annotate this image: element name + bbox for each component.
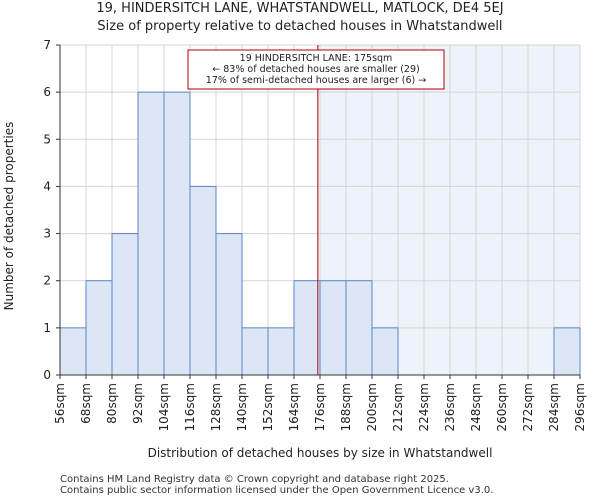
x-tick-label: 104sqm bbox=[157, 383, 171, 431]
y-tick-label: 4 bbox=[43, 179, 51, 193]
x-tick-label: 176sqm bbox=[313, 383, 327, 431]
histogram-bar bbox=[345, 280, 373, 376]
histogram-bar bbox=[85, 280, 113, 376]
histogram-bar bbox=[189, 185, 217, 376]
x-tick-label: 140sqm bbox=[235, 383, 249, 431]
histogram-bar bbox=[319, 280, 347, 376]
chart-subtitle: Size of property relative to detached ho… bbox=[97, 19, 503, 34]
y-tick-label: 7 bbox=[43, 38, 51, 52]
annotation-line: 19 HINDERSITCH LANE: 175sqm bbox=[240, 53, 393, 64]
x-tick-label: 248sqm bbox=[469, 383, 483, 431]
y-axis-label: Number of detached properties bbox=[2, 122, 16, 311]
histogram-bar bbox=[59, 327, 87, 376]
histogram-bar bbox=[553, 327, 581, 376]
annotation-line: 17% of semi-detached houses are larger (… bbox=[206, 75, 426, 86]
x-tick-label: 128sqm bbox=[209, 383, 223, 431]
y-tick-label: 5 bbox=[43, 132, 51, 146]
x-tick-label: 236sqm bbox=[443, 383, 457, 431]
histogram-bar bbox=[137, 91, 165, 376]
x-tick-label: 284sqm bbox=[547, 383, 561, 431]
x-tick-label: 224sqm bbox=[417, 383, 431, 431]
histogram-bar bbox=[371, 327, 399, 376]
y-tick-label: 3 bbox=[43, 227, 51, 241]
footer-copyright: Contains HM Land Registry data © Crown c… bbox=[60, 474, 449, 485]
x-tick-label: 296sqm bbox=[573, 383, 587, 431]
footer-licence: Contains public sector information licen… bbox=[60, 485, 494, 496]
y-tick-label: 6 bbox=[43, 85, 51, 99]
chart-title: 19, HINDERSITCH LANE, WHATSTANDWELL, MAT… bbox=[96, 1, 504, 16]
histogram-bar bbox=[163, 91, 191, 376]
y-tick-label: 2 bbox=[43, 274, 51, 288]
x-tick-label: 56sqm bbox=[53, 383, 67, 424]
histogram-bar bbox=[267, 327, 295, 376]
y-tick-label: 1 bbox=[43, 321, 51, 335]
annotation-box bbox=[187, 49, 445, 90]
x-tick-label: 260sqm bbox=[495, 383, 509, 431]
x-tick-label: 80sqm bbox=[105, 383, 119, 424]
x-axis-label: Distribution of detached houses by size … bbox=[148, 446, 493, 460]
annotation-line: ← 83% of detached houses are smaller (29… bbox=[212, 64, 419, 75]
y-tick-label: 0 bbox=[43, 368, 51, 382]
x-tick-label: 272sqm bbox=[521, 383, 535, 431]
x-tick-label: 92sqm bbox=[131, 383, 145, 424]
x-tick-label: 68sqm bbox=[79, 383, 93, 424]
histogram-chart: 0 1 2 3 4 5 6 7 56sqm 68sqm 80sqm 92sqm 104sqm 116sq… bbox=[2, 38, 587, 460]
x-tick-label: 116sqm bbox=[183, 383, 197, 431]
histogram-bar bbox=[241, 327, 269, 376]
histogram-bar bbox=[293, 280, 321, 376]
x-tick-label: 212sqm bbox=[391, 383, 405, 431]
histogram-bar bbox=[215, 233, 243, 376]
x-tick-label: 152sqm bbox=[261, 383, 275, 431]
x-tick-label: 188sqm bbox=[339, 383, 353, 431]
histogram-bar bbox=[111, 233, 139, 376]
x-tick-label: 200sqm bbox=[365, 383, 379, 431]
x-tick-label: 164sqm bbox=[287, 383, 301, 431]
